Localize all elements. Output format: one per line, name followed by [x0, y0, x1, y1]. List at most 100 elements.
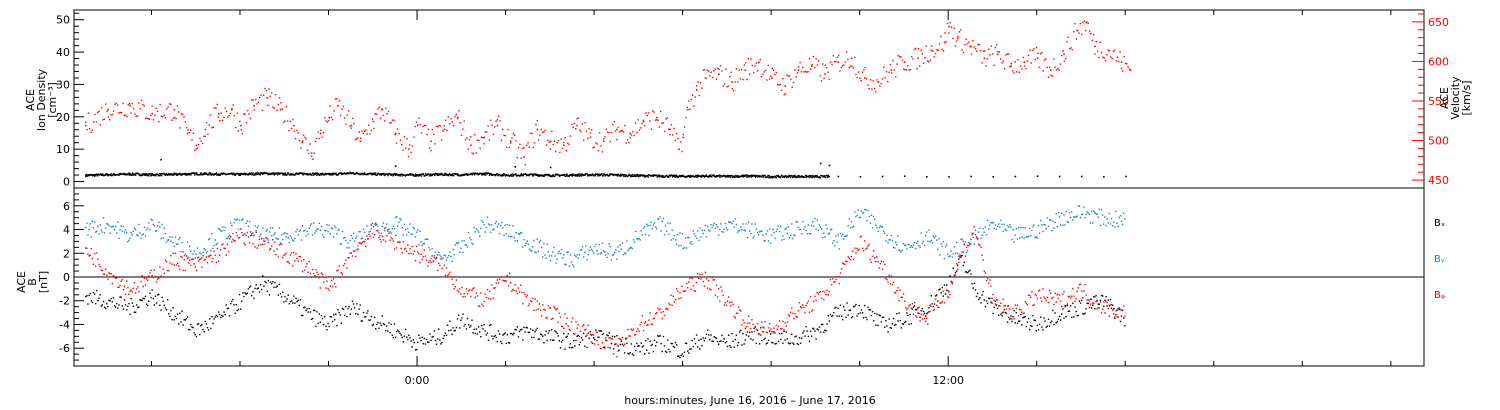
bottom-data-point [400, 219, 402, 221]
top-data-point [328, 173, 331, 176]
bottom-data-point [382, 322, 385, 325]
top-data-point [123, 173, 126, 176]
bottom-data-point [328, 289, 330, 291]
bottom-data-point [693, 290, 696, 292]
top-data-point [86, 128, 88, 131]
bottom-data-point [906, 312, 908, 314]
top-data-point [476, 139, 479, 141]
top-data-point [881, 175, 884, 178]
top-data-point [86, 175, 89, 177]
bottom-data-point [97, 299, 99, 302]
bottom-data-point [373, 233, 376, 236]
bottom-data-point [958, 258, 960, 260]
top-data-point [808, 57, 811, 60]
bottom-data-point [801, 306, 803, 309]
bottom-data-point [618, 349, 620, 351]
bottom-data-point [251, 232, 253, 235]
bottom-data-point [428, 246, 430, 249]
bottom-data-point [93, 252, 96, 255]
bottom-data-point [667, 339, 669, 341]
bottom-data-point [253, 297, 255, 299]
top-data-point [786, 175, 789, 177]
top-data-point [139, 107, 141, 110]
bottom-data-point [255, 230, 257, 232]
bottom-data-point [809, 330, 812, 332]
top-data-point [789, 176, 792, 179]
bottom-data-point [432, 335, 434, 338]
bottom-data-point [303, 306, 305, 309]
bottom-data-point [329, 232, 332, 235]
top-data-point [151, 173, 153, 175]
bottom-data-point [604, 346, 606, 349]
bottom-data-point [756, 323, 759, 325]
bottom-data-point [481, 324, 483, 327]
top-data-point [685, 176, 687, 179]
top-data-point [832, 55, 835, 57]
bottom-data-point [791, 307, 793, 309]
top-data-point [660, 175, 663, 177]
x-tick-label: 12:00 [932, 374, 964, 387]
bottom-data-point [254, 246, 256, 248]
bottom-data-point [521, 232, 523, 234]
top-data-point [118, 112, 120, 114]
bottom-data-point [330, 227, 333, 229]
bottom-data-point [657, 335, 659, 337]
top-data-point [401, 144, 403, 146]
bottom-data-point [884, 326, 886, 328]
bottom-data-point [435, 343, 438, 345]
top-data-point [747, 174, 749, 177]
bottom-data-point [130, 289, 132, 292]
bottom-data-point [668, 348, 670, 351]
top-data-point [683, 126, 686, 128]
bottom-data-point [464, 244, 467, 246]
bottom-left-tick-label: -4 [59, 318, 70, 331]
top-data-point [818, 60, 820, 62]
bottom-data-point [501, 221, 503, 224]
top-data-point [658, 126, 661, 128]
top-data-point [460, 175, 462, 177]
top-data-point [962, 51, 965, 54]
bottom-data-point [726, 300, 729, 303]
top-data-point [1062, 50, 1064, 52]
bottom-data-point [309, 311, 312, 313]
bottom-data-point [647, 324, 649, 326]
bottom-data-point [714, 336, 717, 339]
bottom-data-point [578, 254, 580, 256]
top-data-point [812, 55, 815, 58]
top-data-point [215, 107, 217, 109]
top-data-point [786, 74, 788, 76]
top-data-point [218, 174, 220, 176]
top-data-point [767, 174, 769, 177]
top-data-point [1107, 49, 1110, 52]
bottom-data-point [389, 239, 391, 241]
bottom-data-point [181, 310, 183, 312]
bottom-data-point [237, 228, 240, 231]
bottom-data-point [924, 315, 927, 317]
bottom-data-point [156, 278, 159, 280]
bottom-data-point [193, 263, 195, 265]
top-data-point [812, 175, 815, 177]
top-data-point [249, 173, 252, 176]
bottom-data-point [460, 319, 462, 321]
bottom-data-point [347, 256, 349, 259]
bottom-data-point [537, 338, 540, 340]
bottom-data-point [1065, 210, 1067, 213]
bottom-data-point [555, 331, 557, 333]
top-data-point [350, 127, 353, 129]
bottom-data-point [677, 290, 679, 292]
bottom-data-point [137, 235, 139, 237]
top-data-point [623, 175, 625, 177]
bottom-data-point [288, 303, 291, 305]
bottom-data-point [102, 217, 105, 219]
bottom-data-point [560, 248, 563, 251]
bottom-data-point [351, 255, 354, 257]
top-data-point [405, 147, 407, 149]
bottom-data-point [602, 346, 605, 349]
bottom-data-point [170, 254, 172, 257]
top-data-point [144, 117, 147, 120]
bottom-data-point [328, 224, 330, 227]
bottom-data-point [689, 242, 691, 244]
top-data-point [836, 56, 839, 58]
bottom-data-point [607, 335, 609, 337]
bottom-data-point [433, 256, 436, 258]
